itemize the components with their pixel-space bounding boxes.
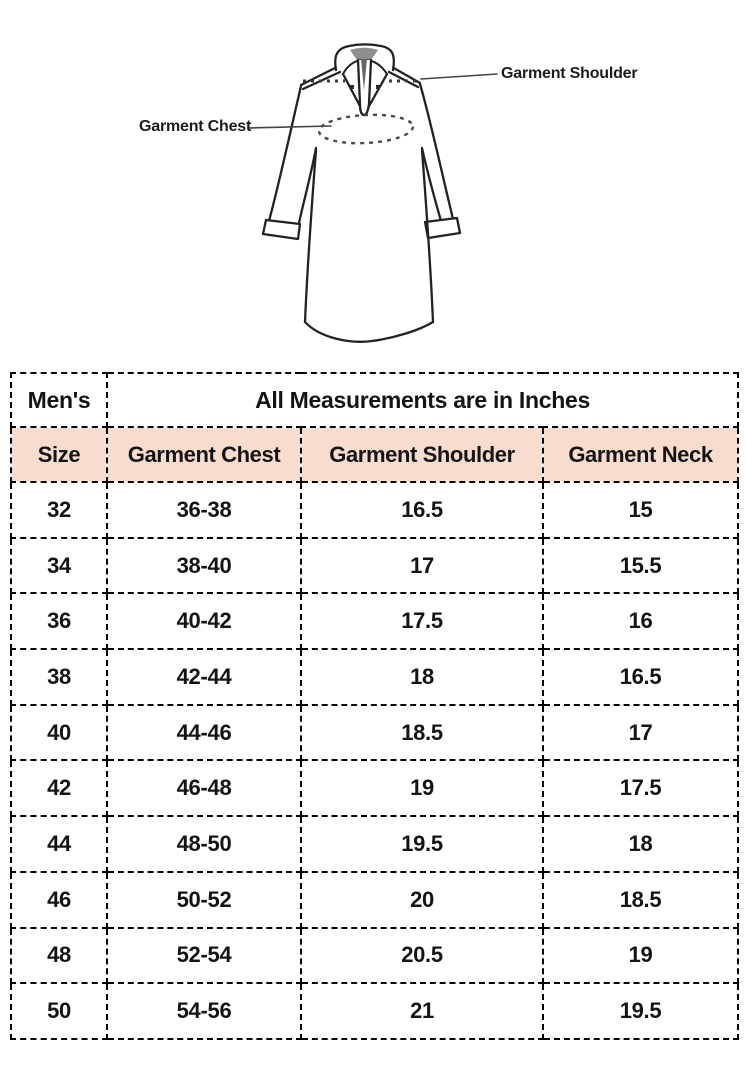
table-cell: 54-56 [106,982,302,1040]
table-cell: 50-52 [106,870,302,929]
table-cell: 17.5 [300,592,544,651]
table-cell: 50 [10,982,108,1040]
table-cell: 20.5 [300,926,544,985]
table-cell: 36 [10,592,108,651]
left-sleeve [261,84,318,241]
table-row: 32 36-38 16.5 15 [10,481,740,539]
table-cell: 38-40 [106,536,302,595]
table-row: 50 54-56 21 19.5 [10,982,740,1040]
diagram-label-garment-shoulder: Garment Shoulder [501,65,638,82]
table-cell: 44 [10,815,108,873]
table-cell: 40 [10,703,108,762]
table-cell: 32 [10,481,108,539]
table-cell: 20 [300,870,544,929]
table-cell: 40-42 [106,592,302,651]
table-cell: 52-54 [106,926,302,985]
table-cell: 18 [541,815,740,873]
table-cell: 17 [300,536,544,595]
table-cell: 15.5 [541,536,740,595]
kurta-body [303,148,435,343]
garment-diagram: Garment Shoulder Garment Chest [0,0,746,370]
kurta-drawing [247,43,498,343]
table-cell: 16.5 [541,648,740,706]
table-title: All Measurements are in Inches [105,372,740,428]
table-cell: 15 [541,481,740,539]
placket-dots [350,85,380,89]
table-row: 36 40-42 17.5 16 [10,592,740,651]
table-cell: 44-46 [106,703,302,762]
table-row: 40 44-46 18.5 17 [10,703,740,762]
table-cell: 36-38 [106,481,302,539]
table-cell: 19 [541,926,740,985]
collar [334,43,395,117]
table-cell: 17 [541,703,740,762]
column-header-size: Size [10,426,108,483]
table-cell: 18 [300,648,544,706]
table-cell: 17.5 [541,759,740,818]
shoulder-seams [299,65,422,91]
table-cell: 46 [10,870,108,929]
table-row: 46 50-52 20 18.5 [10,870,740,929]
table-cell: 16 [541,592,740,651]
table-row: 38 42-44 18 16.5 [10,648,740,706]
table-cell: 46-48 [106,759,302,818]
table-cell: 48-50 [106,815,302,873]
table-cell: 18.5 [541,870,740,929]
chest-dash-ellipse [317,113,415,145]
category-cell-mens: Men's [10,372,108,428]
table-row: 42 46-48 19 17.5 [10,759,740,818]
table-cell: 16.5 [300,481,544,539]
table-row: 48 52-54 20.5 19 [10,926,740,985]
table-cell: 42-44 [106,648,302,706]
table-cell: 34 [10,536,108,595]
column-header-garment-chest: Garment Chest [106,426,302,483]
table-cell: 38 [10,648,108,706]
table-header-row: Size Garment Chest Garment Shoulder Garm… [10,426,740,483]
table-cell: 19.5 [300,815,544,873]
table-body: 32 36-38 16.5 15 34 38-40 17 15.5 36 40-42 17.5 16 3… [10,481,740,1040]
size-chart-table: Men's All Measurements are in Inches Siz… [10,372,740,1040]
column-header-garment-shoulder: Garment Shoulder [300,426,544,483]
table-cell: 21 [300,982,544,1040]
table-title-row: Men's All Measurements are in Inches [10,372,740,428]
table-cell: 48 [10,926,108,985]
table-row: 44 48-50 19.5 18 [10,815,740,873]
table-row: 34 38-40 17 15.5 [10,536,740,595]
table-cell: 42 [10,759,108,818]
diagram-label-garment-chest: Garment Chest [139,118,252,135]
table-cell: 19.5 [541,982,740,1040]
leader-lines [247,73,498,129]
table-cell: 19 [300,759,544,818]
table-cell: 18.5 [300,703,544,762]
column-header-garment-neck: Garment Neck [541,426,740,483]
